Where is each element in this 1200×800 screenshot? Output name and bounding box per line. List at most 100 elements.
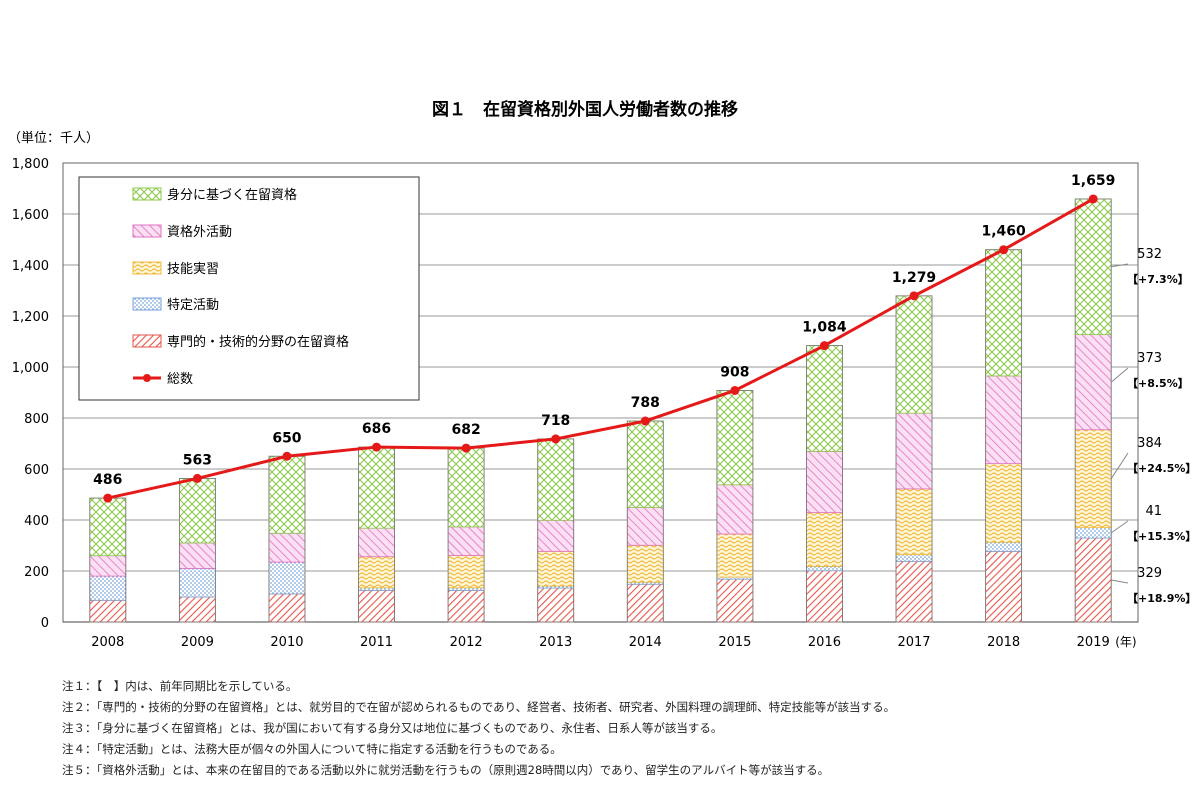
x-tick-label: 2016 xyxy=(808,635,841,650)
note-1: 注１：【 】内は、前年同期比を示している。 xyxy=(62,679,298,693)
bar-segment-shikakugai-2016 xyxy=(806,451,843,514)
y-tick-label: 1,800 xyxy=(12,157,49,172)
bar-segment-senmon-2015 xyxy=(716,578,754,623)
bar-segment-tokutei-2017 xyxy=(895,554,933,562)
bar-segment-shikakugai-2015 xyxy=(716,484,754,535)
bar-segment-senmon-2013 xyxy=(537,587,575,623)
annotation-value-senmon: 329 xyxy=(1137,566,1162,581)
annotation-leader-tokutei xyxy=(1110,520,1129,534)
bar-segment-shikakugai-2011 xyxy=(358,527,395,558)
annotations-2019: 532 【+7.3%】 373 【+8.5%】 384 【+24.5%】 41 【+15.3%… xyxy=(1110,247,1196,605)
legend-label-mibun: 身分に基づく在留資格 xyxy=(167,187,297,203)
bar-segment-shikakugai-2012 xyxy=(447,526,485,556)
total-label-2009: 563 xyxy=(183,452,212,468)
bar-segment-mibun-2016 xyxy=(806,345,843,452)
bar-segment-shikakugai-2013 xyxy=(537,519,575,552)
total-point-2008 xyxy=(103,493,113,503)
total-label-2018: 1,460 xyxy=(981,224,1026,240)
bar-segment-mibun-2010 xyxy=(268,455,306,534)
legend-box xyxy=(78,176,420,401)
total-label-2013: 718 xyxy=(541,413,570,429)
total-label-2016: 1,084 xyxy=(802,320,847,336)
bar-segment-senmon-2011 xyxy=(358,589,395,623)
bar-segment-mibun-2019 xyxy=(1074,198,1112,336)
total-point-2017 xyxy=(909,291,919,301)
total-label-2012: 682 xyxy=(452,422,481,438)
legend-swatch-gino xyxy=(132,261,162,275)
bar-segment-gino-2013 xyxy=(537,550,575,587)
y-tick-label: 1,400 xyxy=(12,259,49,274)
bar-segment-senmon-2017 xyxy=(895,560,933,623)
bar-segment-tokutei-2019 xyxy=(1074,527,1112,539)
bar-segment-mibun-2018 xyxy=(985,249,1023,377)
bar-segment-tokutei-2008 xyxy=(89,575,127,601)
bar-segment-gino-2015 xyxy=(716,533,754,578)
total-point-2015 xyxy=(730,385,740,395)
annotation-leader-mibun xyxy=(1111,263,1129,268)
legend-swatch-mibun xyxy=(132,187,162,201)
notes: 注１：【 】内は、前年同期比を示している。 注２：「専門的・技術的分野の在留資格… xyxy=(62,676,895,781)
annotation-value-gino: 384 xyxy=(1137,436,1162,451)
bar-segment-gino-2017 xyxy=(895,488,933,556)
x-tick-label: 2012 xyxy=(450,635,483,650)
legend-swatch-tokutei xyxy=(132,297,162,311)
bar-segment-mibun-2009 xyxy=(178,478,216,544)
bars xyxy=(89,198,1112,623)
bar-segment-tokutei-2016 xyxy=(806,566,843,572)
total-point-2016 xyxy=(819,341,829,351)
y-tick-label: 1,600 xyxy=(12,208,49,223)
x-tick-label: 2010 xyxy=(270,635,303,650)
total-label-2011: 686 xyxy=(362,421,391,437)
bar-segment-mibun-2013 xyxy=(537,438,575,521)
bar-segment-shikakugai-2009 xyxy=(178,542,216,569)
total-point-2010 xyxy=(282,451,292,461)
x-tick-label: 2013 xyxy=(539,635,572,650)
bar-segment-mibun-2012 xyxy=(447,447,485,528)
legend-label-total: 総数 xyxy=(167,372,193,387)
chart-title: 図１ 在留資格別外国人労働者数の推移 xyxy=(432,99,738,120)
note-2: 注２：「専門的・技術的分野の在留資格」とは、就労目的で在留が認められるものであり… xyxy=(62,700,896,714)
y-tick-label: 600 xyxy=(24,463,49,478)
total-point-2018 xyxy=(999,245,1009,255)
bar-segment-gino-2018 xyxy=(985,463,1023,543)
y-tick-label: 0 xyxy=(41,616,49,631)
legend-label-gino: 技能実習 xyxy=(167,261,219,277)
bar-segment-gino-2011 xyxy=(358,556,395,589)
bar-segment-senmon-2019 xyxy=(1074,537,1112,623)
total-line-path xyxy=(107,197,1094,500)
note-4: 注４：「特定活動」とは、法務大臣が個々の外国人について特に指定する活動を行うもの… xyxy=(62,742,562,756)
bar-segment-senmon-2014 xyxy=(626,583,664,623)
annotation-change-mibun: 【+7.3%】 xyxy=(1127,273,1189,286)
total-point-2009 xyxy=(192,473,202,483)
legend-swatch-senmon xyxy=(132,334,162,348)
legend-label-shikakugai: 資格外活動 xyxy=(167,224,232,240)
annotation-value-tokutei: 41 xyxy=(1145,504,1162,519)
bar-segment-gino-2019 xyxy=(1074,429,1112,529)
bar-segment-shikakugai-2008 xyxy=(89,555,127,577)
total-line: 486 563 650 686 682 718 788 908 1,084 1,279 1,460 1… xyxy=(93,173,1115,503)
bar-segment-shikakugai-2018 xyxy=(985,375,1023,465)
bar-segment-senmon-2010 xyxy=(268,593,306,623)
x-tick-label: 2011 xyxy=(360,635,393,650)
bar-segment-mibun-2014 xyxy=(626,420,664,508)
annotation-leader-shikakugai xyxy=(1110,367,1129,383)
bar-segment-shikakugai-2010 xyxy=(268,532,306,563)
x-tick-label: 2008 xyxy=(91,635,124,650)
y-tick-label: 200 xyxy=(24,565,49,580)
total-label-2008: 486 xyxy=(93,472,122,488)
annotation-change-senmon: 【+18.9%】 xyxy=(1127,592,1196,605)
bar-segment-senmon-2016 xyxy=(806,570,843,623)
total-point-2012 xyxy=(461,443,471,453)
bar-segment-senmon-2009 xyxy=(178,596,216,623)
bar-segment-shikakugai-2019 xyxy=(1074,334,1112,431)
x-tick-label: 2017 xyxy=(897,635,930,650)
y-tick-label: 1,000 xyxy=(12,361,49,376)
bar-segment-shikakugai-2014 xyxy=(626,507,664,546)
x-tick-label: 2019 xyxy=(1077,635,1110,650)
annotation-leader-senmon xyxy=(1111,579,1129,584)
x-tick-label: 2009 xyxy=(181,635,214,650)
total-label-2019: 1,659 xyxy=(1071,173,1115,189)
annotation-value-shikakugai: 373 xyxy=(1137,351,1162,366)
y-tick-label: 1,200 xyxy=(12,310,49,325)
